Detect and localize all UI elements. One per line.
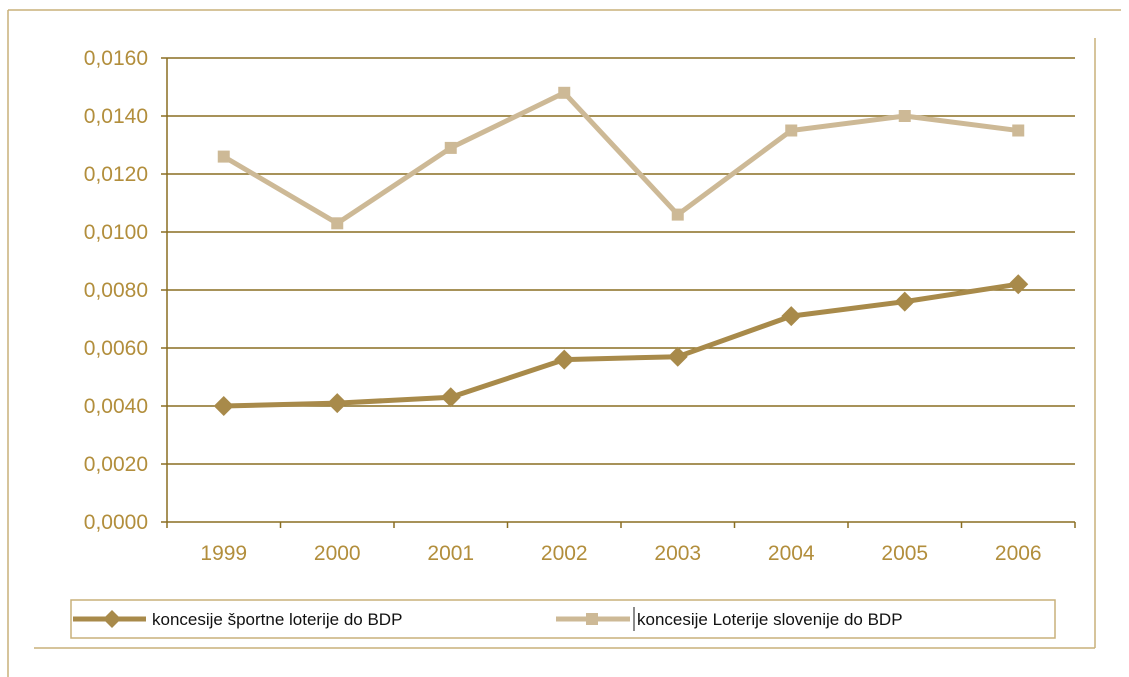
x-tick-label: 2002 <box>541 542 588 565</box>
legend-diamond-icon <box>103 610 121 628</box>
x-tick-label: 2006 <box>995 542 1042 565</box>
x-tick-label: 1999 <box>200 542 247 565</box>
data-point-0 <box>440 387 461 408</box>
legend-item-0: koncesije športne loterije do BDP <box>73 610 402 629</box>
data-point-1 <box>331 217 344 230</box>
y-tick-label: 0,0080 <box>84 279 148 302</box>
data-point-1 <box>217 150 230 163</box>
x-tick-labels: 1999 2000 2001 2002 2003 2004 2005 2006 <box>200 542 1041 565</box>
data-point-0 <box>554 349 575 370</box>
data-point-1 <box>558 86 571 99</box>
x-tick-label: 2003 <box>654 542 701 565</box>
y-tick-label: 0,0160 <box>84 47 148 70</box>
data-point-0 <box>1008 274 1029 295</box>
legend-label-0: koncesije športne loterije do BDP <box>152 610 402 629</box>
series-lines <box>213 86 1029 416</box>
y-tick-label: 0,0060 <box>84 337 148 360</box>
outer-frame <box>7 9 1121 677</box>
legend-item-1: koncesije Loterije slovenije do BDP <box>556 607 903 631</box>
legend-label-1: koncesije Loterije slovenije do BDP <box>637 610 903 629</box>
x-tick-label: 2000 <box>314 542 361 565</box>
x-tick-label: 2005 <box>881 542 928 565</box>
y-tick-label: 0,0000 <box>84 511 148 534</box>
x-tick-label: 2001 <box>427 542 474 565</box>
data-point-1 <box>898 110 911 122</box>
y-tick-labels: 0,0000 0,0020 0,0040 0,0060 0,0080 0,0100 0,01… <box>84 47 148 534</box>
y-tick-label: 0,0100 <box>84 221 148 244</box>
data-point-1 <box>671 208 684 221</box>
data-point-0 <box>327 393 348 414</box>
data-point-0 <box>213 396 234 416</box>
series-line-1 <box>222 90 1019 226</box>
data-point-0 <box>894 291 915 312</box>
x-tick-label: 2004 <box>768 542 815 565</box>
data-point-0 <box>781 306 802 327</box>
data-point-1 <box>1012 124 1025 137</box>
y-tick-label: 0,0040 <box>84 395 148 418</box>
data-point-1 <box>444 141 457 154</box>
y-tick-label: 0,0020 <box>84 453 148 476</box>
data-point-0 <box>667 346 688 367</box>
legend-box <box>70 599 1056 639</box>
legend-square-icon <box>586 613 598 625</box>
legend: koncesije športne loterije do BDP konces… <box>70 599 1056 639</box>
axes <box>161 57 1076 528</box>
series-line-0 <box>223 281 1019 409</box>
y-tick-label: 0,0140 <box>84 105 148 128</box>
data-point-1 <box>785 124 798 137</box>
y-tick-label: 0,0120 <box>84 163 148 186</box>
